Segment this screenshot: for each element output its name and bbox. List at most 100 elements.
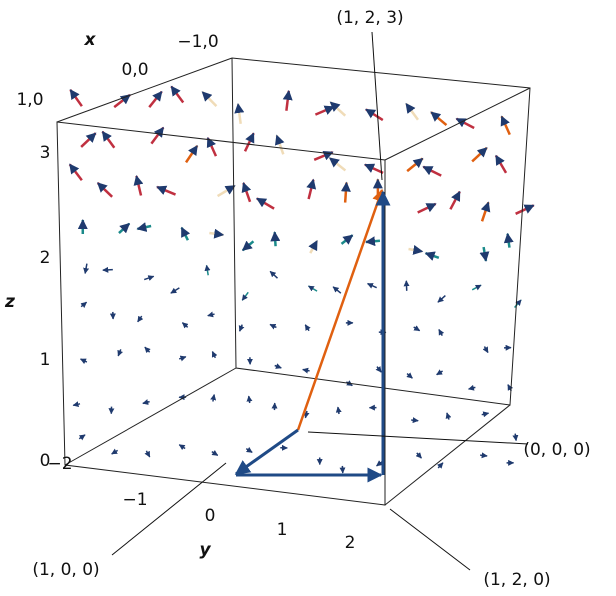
field-arrow — [148, 90, 163, 108]
field-arrow — [207, 311, 215, 318]
field-arrow — [503, 232, 514, 248]
field-arrow — [417, 202, 437, 214]
field-arrow — [117, 349, 123, 357]
field-arrow — [113, 93, 131, 109]
field-arrow — [96, 182, 114, 198]
field-arrow — [178, 444, 186, 451]
field-arrow — [512, 433, 519, 442]
y-tick-label: 1 — [277, 520, 288, 540]
field-arrow — [494, 154, 508, 174]
field-arrow — [206, 136, 218, 157]
field-arrow — [415, 452, 423, 459]
field-arrow — [68, 163, 83, 182]
annotation: (1, 2, 3) — [336, 8, 403, 28]
field-arrow — [241, 240, 255, 252]
field-arrow — [480, 201, 491, 222]
field-arrow — [241, 291, 249, 301]
field-arrow — [209, 228, 225, 239]
z-tick-label: 0 — [40, 451, 51, 471]
field-arrow — [210, 394, 217, 402]
field-arrow — [437, 294, 446, 303]
field-arrow — [274, 363, 282, 369]
bounding-box — [56, 57, 531, 506]
y-axis-label: y — [199, 540, 211, 560]
field-arrow — [241, 181, 252, 203]
field-arrow — [408, 244, 424, 255]
field-arrow — [364, 163, 384, 175]
z-tick-label: 1 — [40, 350, 51, 370]
field-arrow — [479, 246, 490, 262]
field-arrow — [449, 190, 461, 210]
field-arrow — [406, 157, 424, 173]
field-arrow — [238, 324, 245, 332]
leader-lines — [111, 31, 529, 571]
annotation: (1, 0, 0) — [32, 560, 99, 580]
field-arrow — [413, 325, 421, 332]
field-arrow — [332, 286, 342, 294]
field-arrow — [144, 450, 151, 458]
field-arrow — [329, 101, 347, 117]
field-arrow — [436, 369, 443, 376]
field-arrow — [306, 178, 317, 200]
field-arrow — [269, 323, 277, 330]
y-tick-label: −2 — [47, 454, 72, 474]
field-arrow — [366, 282, 377, 289]
field-arrow — [365, 108, 384, 122]
z-tick-label: 2 — [40, 248, 51, 268]
field-arrow — [143, 275, 155, 281]
field-arrow — [438, 328, 445, 337]
field-arrow — [481, 411, 490, 418]
field-arrow — [246, 395, 253, 404]
field-arrow — [303, 410, 310, 419]
field-arrow — [340, 181, 351, 203]
field-arrow — [170, 287, 180, 294]
x-axis-label: x — [84, 30, 97, 50]
y-tick-label: 0 — [205, 506, 216, 526]
field-arrow — [430, 111, 448, 126]
vector-123 — [296, 188, 385, 431]
field-arrow — [482, 346, 489, 354]
field-arrow — [308, 240, 319, 254]
field-arrow — [335, 406, 342, 415]
field-arrow — [80, 132, 97, 148]
field-arrow — [178, 355, 187, 362]
field-arrow — [269, 270, 279, 279]
field-arrow — [83, 263, 90, 275]
field-arrow — [80, 301, 88, 308]
field-arrow — [376, 460, 383, 467]
field-arrow — [422, 165, 442, 177]
x-tick-label: 1,0 — [16, 90, 43, 110]
field-arrow — [270, 231, 281, 247]
field-arrow — [184, 144, 199, 164]
field-arrow — [150, 126, 165, 145]
annotation: (0, 0, 0) — [523, 440, 590, 460]
main-vectors — [234, 188, 391, 483]
field-arrow — [274, 134, 285, 155]
field-arrow — [314, 105, 335, 116]
field-arrow — [365, 236, 381, 247]
z-axis-label: z — [4, 292, 15, 312]
y-tick-label: 2 — [345, 533, 356, 553]
field-arrow — [245, 446, 253, 454]
field-arrow — [411, 417, 419, 424]
field-arrow — [424, 251, 440, 261]
field-arrow — [69, 89, 83, 107]
field-arrow — [375, 366, 382, 373]
z-tick-label: 3 — [40, 143, 51, 163]
y-tick-label: −1 — [122, 490, 147, 510]
field-arrow — [133, 175, 144, 196]
field-arrow — [480, 452, 488, 459]
field-arrow — [211, 350, 218, 359]
field-arrow — [111, 448, 119, 455]
field-arrow — [204, 264, 211, 276]
field-arrow — [136, 222, 152, 232]
annotation: (1, 2, 0) — [483, 570, 550, 590]
field-arrow — [118, 222, 131, 234]
field-arrow — [471, 284, 482, 291]
field-arrow — [142, 399, 150, 405]
vector-100 — [234, 428, 299, 476]
field-arrow — [307, 285, 318, 292]
field-arrow — [180, 226, 191, 241]
field-arrow — [144, 346, 151, 354]
